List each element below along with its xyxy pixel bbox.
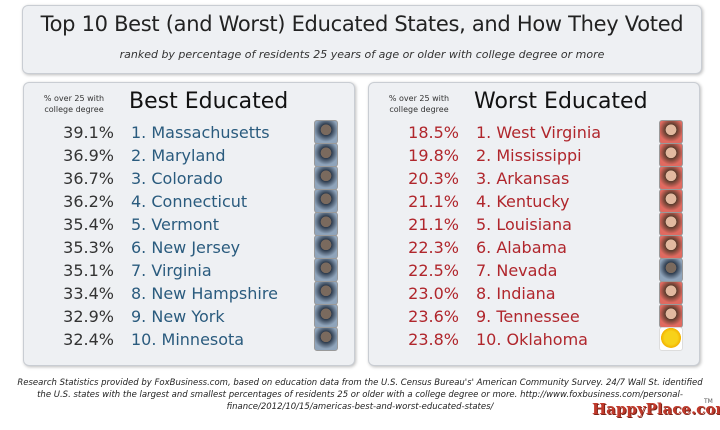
state-row: 32.4% 10. Minnesota	[24, 327, 354, 353]
obama-photo-icon	[314, 166, 338, 190]
worst-educated-panel: % over 25 with college degree Worst Educ…	[368, 82, 700, 366]
obama-photo-icon	[659, 258, 683, 282]
obama-photo-icon	[314, 258, 338, 282]
best-educated-panel: % over 25 with college degree Best Educa…	[23, 82, 355, 366]
header-box: Top 10 Best (and Worst) Educated States,…	[22, 5, 702, 74]
state-row: 23.0% 8. Indiana	[369, 281, 699, 307]
state-row: 23.6% 9. Tennessee	[369, 304, 699, 330]
state-name: 9. Tennessee	[476, 307, 580, 326]
state-row: 36.7% 3. Colorado	[24, 166, 354, 192]
state-name: 6. Alabama	[476, 238, 567, 257]
obama-photo-icon	[314, 327, 338, 351]
obama-photo-icon	[314, 212, 338, 236]
romney-photo-icon	[659, 212, 683, 236]
state-row: 18.5% 1. West Virginia	[369, 120, 699, 146]
state-row: 35.1% 7. Virginia	[24, 258, 354, 284]
percentage: 18.5%	[408, 123, 459, 142]
percentage: 22.3%	[408, 238, 459, 257]
percentage: 20.3%	[408, 169, 459, 188]
state-row: 20.3% 3. Arkansas	[369, 166, 699, 192]
state-row: 32.9% 9. New York	[24, 304, 354, 330]
obama-photo-icon	[314, 304, 338, 328]
state-row: 19.8% 2. Mississippi	[369, 143, 699, 169]
romney-photo-icon	[659, 304, 683, 328]
romney-photo-icon	[659, 166, 683, 190]
state-row: 36.2% 4. Connecticut	[24, 189, 354, 215]
obama-photo-icon	[314, 189, 338, 213]
column-note: % over 25 with college degree	[43, 94, 105, 114]
page-title: Top 10 Best (and Worst) Educated States,…	[40, 12, 684, 36]
state-row: 35.3% 6. New Jersey	[24, 235, 354, 261]
percentage: 35.1%	[63, 261, 114, 280]
state-name: 2. Mississippi	[476, 146, 582, 165]
romney-photo-icon	[659, 189, 683, 213]
state-row: 22.5% 7. Nevada	[369, 258, 699, 284]
obama-photo-icon	[314, 281, 338, 305]
percentage: 36.9%	[63, 146, 114, 165]
state-row: 35.4% 5. Vermont	[24, 212, 354, 238]
percentage: 19.8%	[408, 146, 459, 165]
column-note: % over 25 with college degree	[388, 94, 450, 114]
percentage: 23.6%	[408, 307, 459, 326]
obama-photo-icon	[314, 235, 338, 259]
percentage: 21.1%	[408, 192, 459, 211]
percentage: 22.5%	[408, 261, 459, 280]
state-row: 23.8% 10. Oklahoma	[369, 327, 699, 353]
state-name: 8. Indiana	[476, 284, 556, 303]
state-row: 22.3% 6. Alabama	[369, 235, 699, 261]
state-name: 10. Oklahoma	[476, 330, 588, 349]
percentage: 36.7%	[63, 169, 114, 188]
state-name: 6. New Jersey	[131, 238, 241, 257]
state-name: 3. Colorado	[131, 169, 223, 188]
emoji-face-icon	[659, 327, 683, 351]
state-name: 3. Arkansas	[476, 169, 570, 188]
state-name: 7. Nevada	[476, 261, 558, 280]
state-name: 5. Vermont	[131, 215, 219, 234]
obama-photo-icon	[314, 143, 338, 167]
state-name: 2. Maryland	[131, 146, 226, 165]
state-name: 8. New Hampshire	[131, 284, 278, 303]
percentage: 39.1%	[63, 123, 114, 142]
state-name: 1. West Virginia	[476, 123, 602, 142]
percentage: 23.8%	[408, 330, 459, 349]
percentage: 36.2%	[63, 192, 114, 211]
state-name: 9. New York	[131, 307, 225, 326]
percentage: 33.4%	[63, 284, 114, 303]
percentage: 35.4%	[63, 215, 114, 234]
romney-photo-icon	[659, 235, 683, 259]
state-name: 10. Minnesota	[131, 330, 245, 349]
happyplace-logo: HappyPlace.com	[592, 400, 720, 418]
panel-title: Best Educated	[129, 89, 289, 114]
percentage: 23.0%	[408, 284, 459, 303]
state-row: 21.1% 4. Kentucky	[369, 189, 699, 215]
romney-photo-icon	[659, 281, 683, 305]
trademark: TM	[704, 398, 713, 405]
panel-title: Worst Educated	[474, 89, 648, 114]
state-name: 1. Massachusetts	[131, 123, 270, 142]
percentage: 35.3%	[63, 238, 114, 257]
state-name: 7. Virginia	[131, 261, 212, 280]
source-footnote: Research Statistics provided by FoxBusin…	[17, 378, 703, 412]
state-row: 33.4% 8. New Hampshire	[24, 281, 354, 307]
romney-photo-icon	[659, 120, 683, 144]
state-name: 4. Connecticut	[131, 192, 248, 211]
percentage: 32.4%	[63, 330, 114, 349]
state-row: 21.1% 5. Louisiana	[369, 212, 699, 238]
state-row: 36.9% 2. Maryland	[24, 143, 354, 169]
percentage: 32.9%	[63, 307, 114, 326]
romney-photo-icon	[659, 143, 683, 167]
state-name: 4. Kentucky	[476, 192, 570, 211]
state-row: 39.1% 1. Massachusetts	[24, 120, 354, 146]
state-name: 5. Louisiana	[476, 215, 572, 234]
obama-photo-icon	[314, 120, 338, 144]
percentage: 21.1%	[408, 215, 459, 234]
page-subtitle: ranked by percentage of residents 25 yea…	[119, 48, 605, 61]
